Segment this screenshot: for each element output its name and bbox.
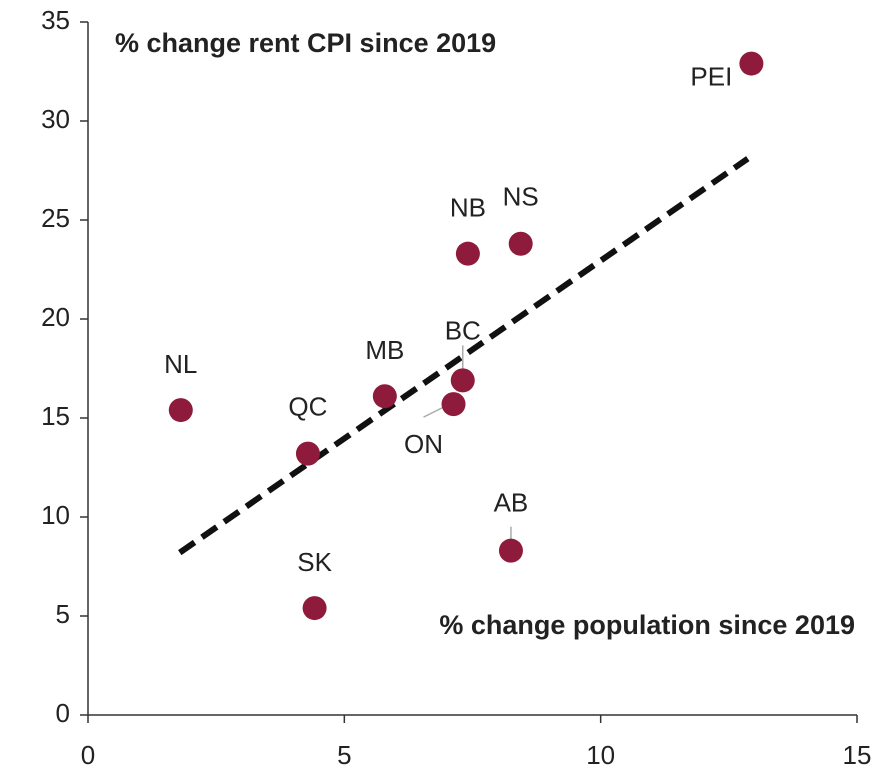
trend-line — [178, 156, 750, 556]
point — [441, 392, 466, 417]
point — [450, 368, 475, 393]
chart-title: % change rent CPI since 2019 — [115, 28, 496, 58]
x-axis-title: % change population since 2019 — [439, 610, 855, 640]
y-tick-label: 30 — [41, 104, 70, 134]
x-tick-label: 10 — [586, 740, 615, 770]
point — [372, 384, 397, 409]
point — [455, 241, 480, 266]
point-label: AB — [494, 488, 529, 518]
point-label: ON — [404, 429, 443, 459]
y-tick-label: 35 — [41, 5, 70, 35]
point — [168, 398, 193, 423]
point-label: MB — [365, 335, 404, 365]
x-tick-label: 0 — [81, 740, 95, 770]
point — [498, 538, 523, 563]
point-label: PEI — [690, 61, 732, 91]
y-tick-label: 0 — [56, 698, 70, 728]
x-tick-label: 15 — [843, 740, 872, 770]
point-label: SK — [297, 547, 332, 577]
point-label: NL — [164, 349, 197, 379]
point-label: NS — [503, 182, 539, 212]
y-tick-label: 5 — [56, 599, 70, 629]
point — [508, 231, 533, 256]
y-tick-label: 15 — [41, 401, 70, 431]
y-tick-label: 25 — [41, 203, 70, 233]
point — [739, 51, 764, 76]
point — [302, 596, 327, 621]
x-tick-label: 5 — [337, 740, 351, 770]
y-tick-label: 10 — [41, 500, 70, 530]
point-label: NB — [450, 193, 486, 223]
y-tick-label: 20 — [41, 302, 70, 332]
point-label: BC — [445, 315, 481, 345]
point — [295, 441, 320, 466]
point-label: QC — [288, 392, 327, 422]
